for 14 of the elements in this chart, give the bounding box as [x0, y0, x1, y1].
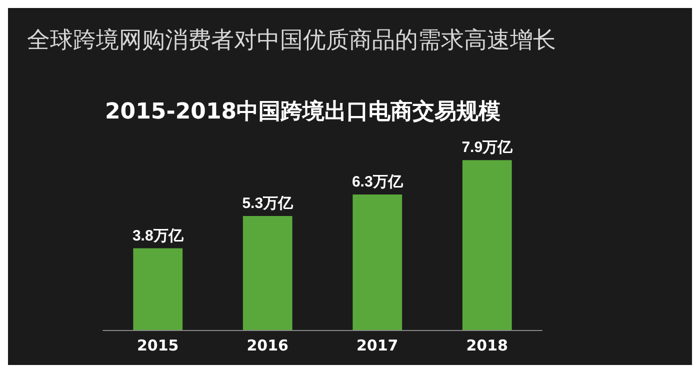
- bar: [133, 248, 183, 330]
- x-tick-label: 2016: [246, 336, 288, 354]
- x-tick-label: 2015: [137, 336, 179, 354]
- chart-title: 全球跨境网购消费者对中国优质商品的需求高速增长: [27, 28, 556, 54]
- data-label: 3.8万亿: [132, 227, 184, 244]
- data-label: 7.9万亿: [462, 139, 514, 156]
- x-tick-label: 2017: [356, 336, 398, 354]
- x-tick-label: 2018: [466, 336, 508, 354]
- bar: [242, 216, 292, 330]
- chart-subtitle: 2015-2018中国跨境出口电商交易规模: [105, 98, 501, 124]
- data-label: 6.3万亿: [352, 174, 404, 191]
- data-label: 5.3万亿: [242, 195, 294, 212]
- bar: [462, 160, 512, 330]
- bar: [352, 194, 402, 330]
